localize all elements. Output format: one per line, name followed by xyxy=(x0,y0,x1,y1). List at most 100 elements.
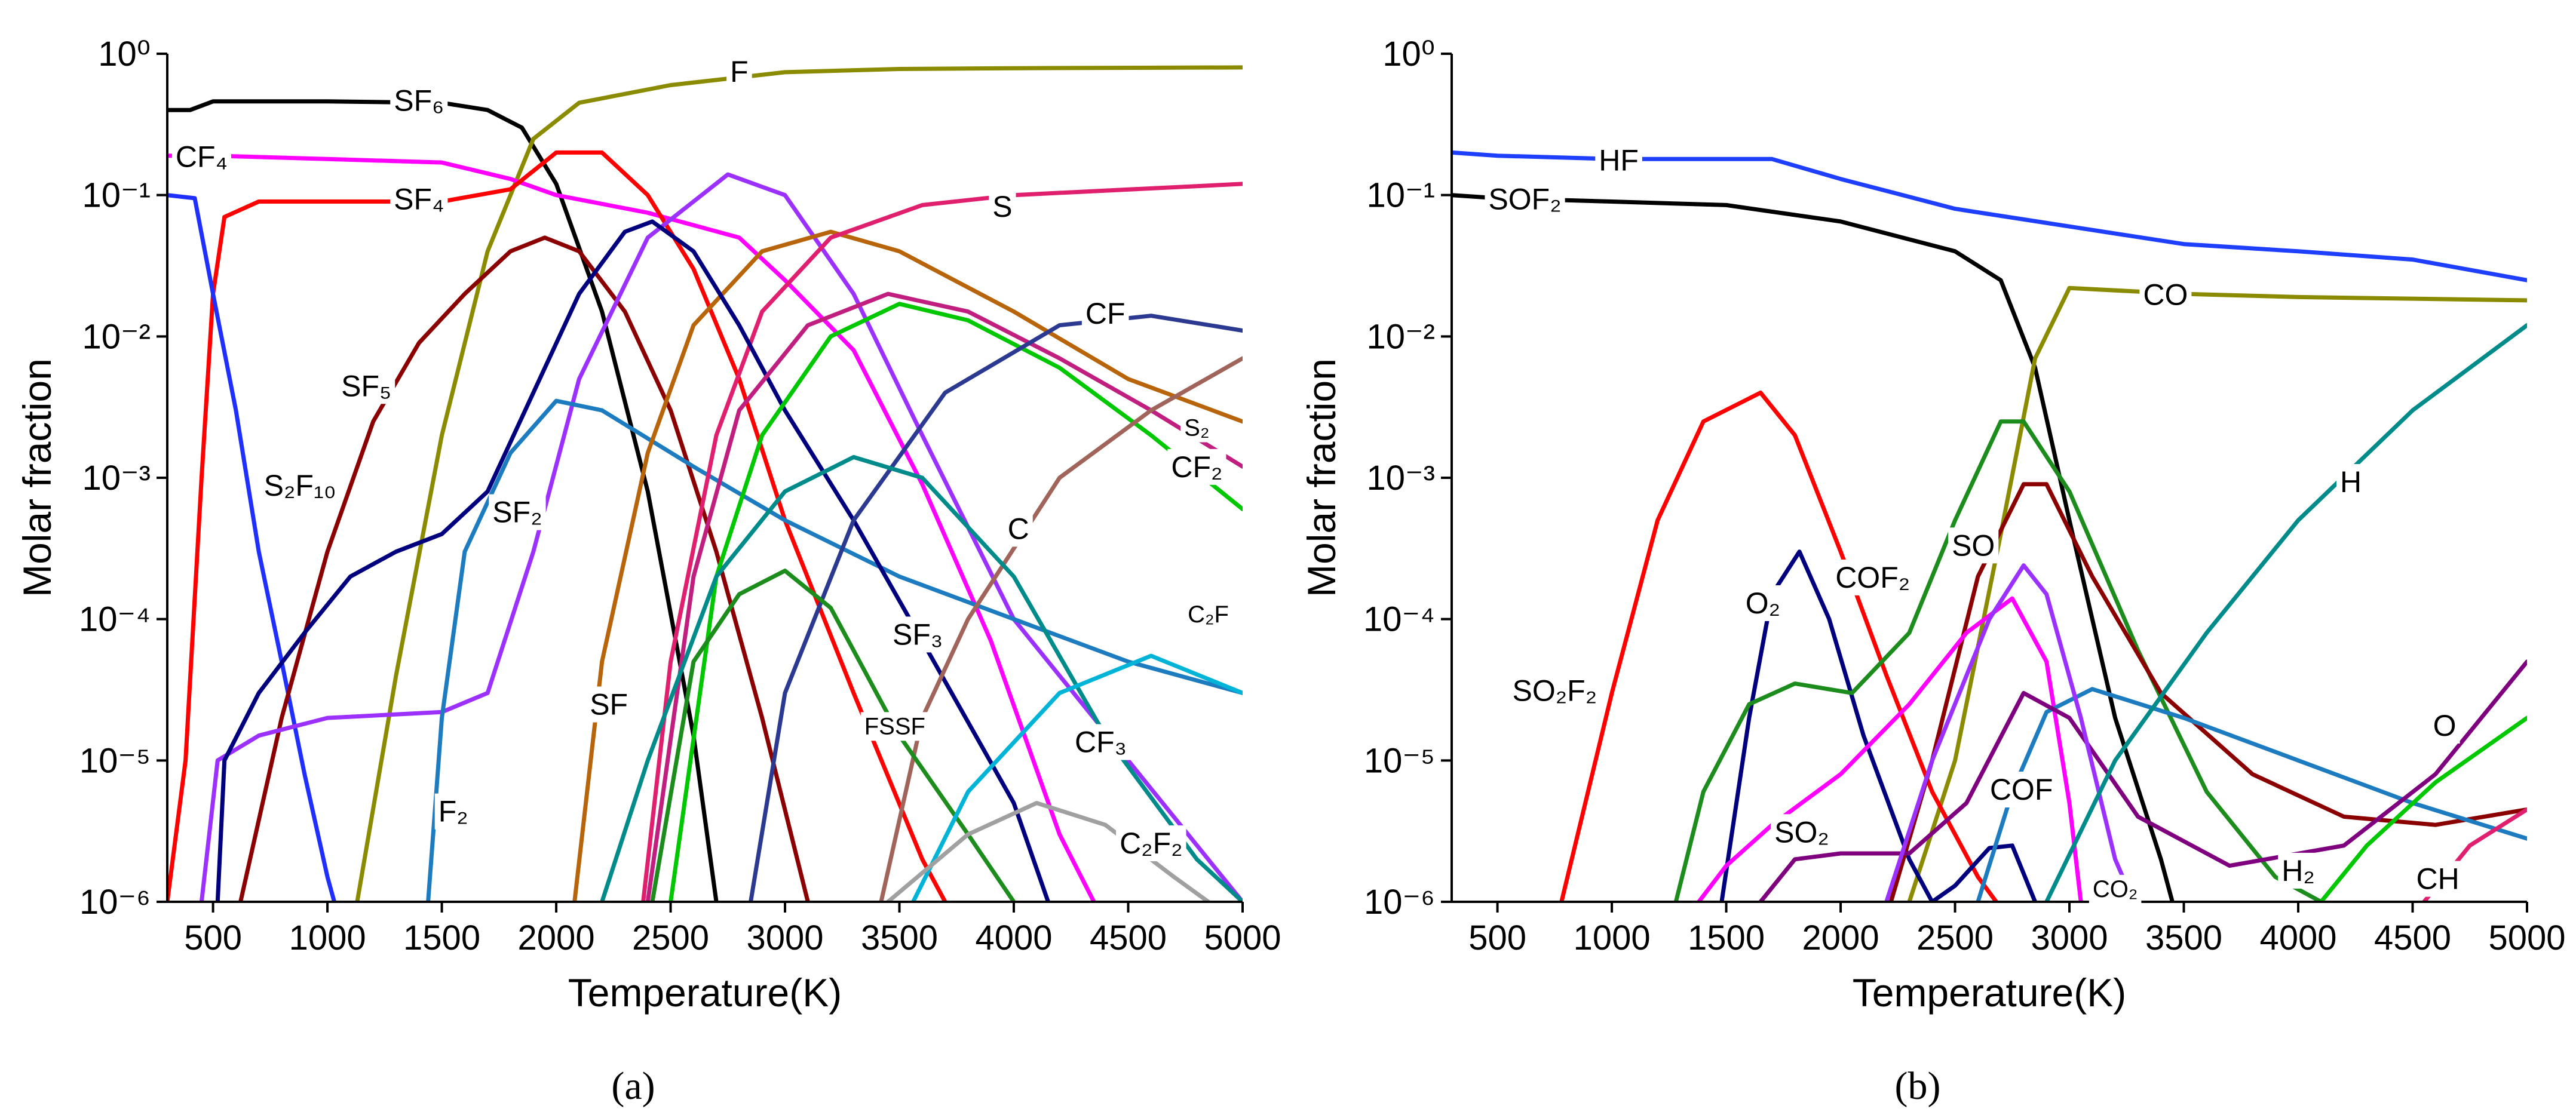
x-tick-label: 4000 xyxy=(2260,919,2337,957)
y-axis-title: Molar fraction xyxy=(1299,358,1344,597)
series-line-c xyxy=(879,356,1243,902)
species-label-bg xyxy=(1986,772,2057,808)
panel-b: 500 1000 1500 2000 2500 3000 3500 4000 4500 5000 1… xyxy=(1299,35,2566,1108)
x-tick-label: 5000 xyxy=(1204,919,1281,957)
species-label-sf6: SF₆ xyxy=(394,84,444,117)
series-line-sf6 xyxy=(167,99,719,902)
species-label-o: O xyxy=(2433,709,2457,742)
y-tick-label: 10⁻⁵ xyxy=(1364,741,1435,780)
series-line-hf xyxy=(1452,150,2527,282)
species-label-bg xyxy=(1184,600,1232,629)
species-label-cf3: CF₃ xyxy=(1075,726,1127,759)
species-label-s: S xyxy=(992,190,1012,223)
species-label-bg xyxy=(1485,181,1565,217)
x-axis-title: Temperature(K) xyxy=(1853,970,2127,1015)
x-tick-label: 4000 xyxy=(976,919,1053,957)
species-label-sf4: SF₄ xyxy=(394,183,444,216)
series-line-f xyxy=(355,65,1243,902)
species-labels: SF₆ F CF₄ SF₄ S₂F₁₀ SF₅ SF₂ F₂ SF S SF₃ S₂ CF₂ CF C CF₃… xyxy=(171,53,1232,862)
y-tick-label: 10⁻² xyxy=(82,317,151,356)
x-tick-label: 1000 xyxy=(289,919,366,957)
series-line-h xyxy=(2044,323,2527,902)
species-label-s2: S₂ xyxy=(1184,415,1209,441)
series-line-s2 xyxy=(645,291,1243,902)
series-line-sf xyxy=(572,229,1243,902)
y-tick-label: 10⁻⁴ xyxy=(1363,600,1435,639)
species-label-bg xyxy=(2429,707,2460,744)
species-label-sf: SF xyxy=(590,688,628,721)
species-label-so2f2: SO₂F₂ xyxy=(1513,674,1597,708)
panel-label: (b) xyxy=(1895,1064,1941,1108)
y-tick-label: 10⁰ xyxy=(1382,35,1435,73)
species-label-bg xyxy=(1741,585,1784,621)
species-label-bg xyxy=(1167,449,1226,485)
x-tick-label: 3000 xyxy=(2031,919,2108,957)
species-label-cf2: CF₂ xyxy=(1171,450,1222,484)
series-line-f2 xyxy=(426,398,1243,902)
series-line-s_purple xyxy=(1884,563,2136,902)
species-label-hf: HF xyxy=(1599,143,1639,177)
x-tick-label: 2500 xyxy=(632,919,709,957)
species-label-cf: CF xyxy=(1085,297,1126,330)
species-label-bg xyxy=(434,793,472,830)
y-tick-label: 10⁻⁶ xyxy=(79,883,151,922)
species-label-bg xyxy=(338,368,395,404)
species-label-bg xyxy=(726,53,752,90)
x-tick-label: 4500 xyxy=(1090,919,1167,957)
species-label-sf2: SF₂ xyxy=(492,496,542,529)
species-label-cof: COF xyxy=(1990,773,2053,806)
species-label-bg xyxy=(1081,295,1129,331)
x-tick-label: 1500 xyxy=(1688,919,1765,957)
species-label-bg xyxy=(2278,852,2319,889)
series-line-cof2 xyxy=(1673,419,2323,902)
x-tick-label: 1000 xyxy=(1574,919,1651,957)
species-label-bg xyxy=(390,82,448,119)
y-tick-label: 10⁻¹ xyxy=(1367,176,1435,215)
species-label-bg xyxy=(1771,814,1833,850)
x-tick-label: 1500 xyxy=(403,919,480,957)
species-label-bg xyxy=(860,712,929,741)
x-tick-label: 2500 xyxy=(1916,919,1994,957)
species-labels: HF SOF₂ CO SO₂F₂ O₂ COF₂ SO SO₂ COF H O H₂ CH CO₂ xyxy=(1485,142,2463,904)
species-label-bg xyxy=(2336,464,2366,500)
x-tick-label: 3000 xyxy=(747,919,824,957)
species-label-so2: SO₂ xyxy=(1774,815,1829,849)
species-label-bg xyxy=(1071,724,1131,760)
species-label-bg xyxy=(2089,874,2142,904)
species-label-bg xyxy=(390,181,448,217)
species-label-bg xyxy=(1508,672,1601,709)
y-tick-label: 10⁻³ xyxy=(82,459,151,497)
species-label-h2: H₂ xyxy=(2281,854,2315,887)
series-line-fssf xyxy=(650,569,1016,902)
series-line-c2f2 xyxy=(885,801,1211,902)
species-label-s2f10: S₂F₁₀ xyxy=(264,469,336,502)
y-tick-label: 10⁰ xyxy=(98,35,151,73)
species-label-bg xyxy=(1180,413,1213,443)
species-label-bg xyxy=(1832,559,1914,595)
series-line-sf4 xyxy=(167,150,947,902)
series-line-so_lower xyxy=(1758,659,2527,902)
y-tick-label: 10⁻² xyxy=(1367,317,1435,356)
species-label-co2: CO₂ xyxy=(2093,876,2138,902)
species-label-cof2: COF₂ xyxy=(1835,561,1910,594)
y-axis-title: Molar fraction xyxy=(15,358,59,597)
species-label-bg xyxy=(489,494,546,530)
species-label-bg xyxy=(171,139,231,175)
species-label-h: H xyxy=(2340,465,2362,499)
series-line-s2f10 xyxy=(167,193,337,902)
species-label-bg xyxy=(1948,527,1999,564)
series-lines xyxy=(167,65,1243,902)
series-line-cf3 xyxy=(600,454,1243,902)
x-tick-label: 3500 xyxy=(861,919,938,957)
species-label-bg xyxy=(586,686,632,723)
species-label-bg xyxy=(1595,142,1642,179)
series-line-c2f xyxy=(911,653,1243,902)
series-line-sof2 xyxy=(1452,193,2175,902)
species-label-f: F xyxy=(730,55,749,88)
series-line-cf4 xyxy=(167,153,1096,902)
x-tick-label: 4500 xyxy=(2374,919,2451,957)
series-line-h2 xyxy=(2319,715,2527,902)
species-label-bg xyxy=(1004,511,1033,547)
series-line-so2 xyxy=(1697,596,2083,902)
